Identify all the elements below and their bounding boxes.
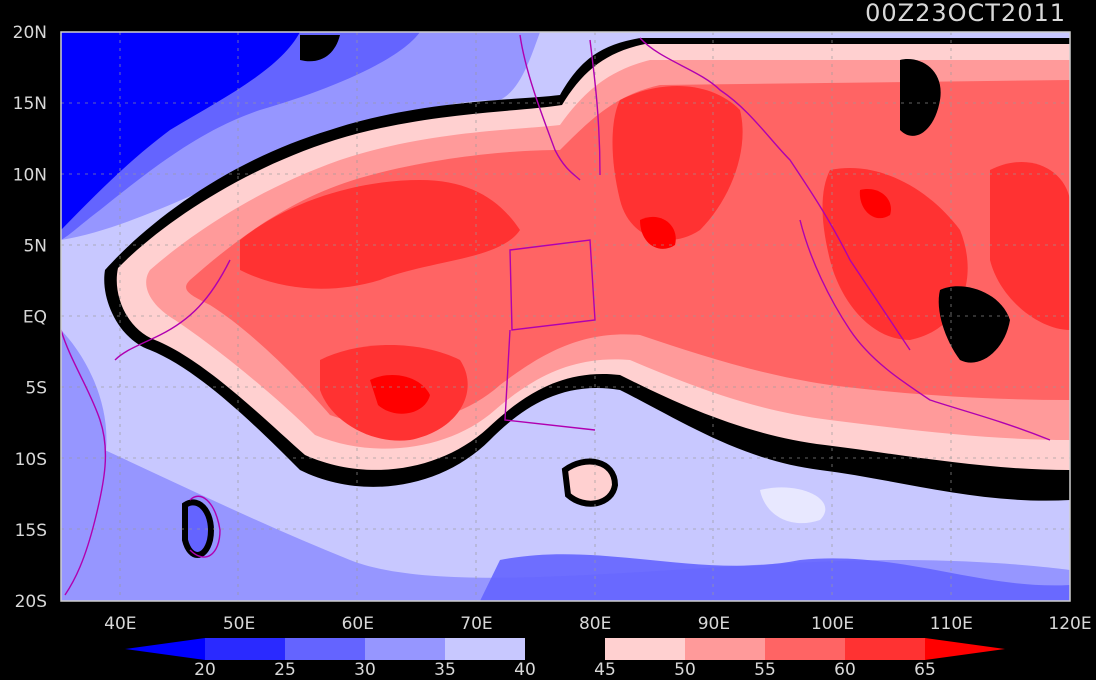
colorbar-label: 25	[274, 660, 296, 680]
red-max-spot-1	[370, 375, 430, 414]
lat-tick-label: 5N	[23, 236, 47, 256]
lat-tick-label: EQ	[23, 308, 47, 328]
chart-title: 00Z23OCT2011	[865, 0, 1066, 27]
red-max-spot-2	[640, 216, 676, 249]
colorbar-box	[605, 638, 686, 660]
red-core-east	[822, 168, 968, 340]
plot-frame	[60, 31, 1071, 602]
lon-tick-label: 60E	[342, 614, 374, 634]
colorbar-label: 40	[514, 660, 536, 680]
black-patch-north	[900, 59, 941, 136]
pink-island-south	[561, 458, 619, 507]
colorbar-box	[685, 638, 766, 660]
colorbar-label: 35	[434, 660, 456, 680]
lon-tick-label: 50E	[223, 614, 255, 634]
coastlines	[61, 34, 1051, 596]
lon-tick-label: 40E	[104, 614, 136, 634]
colorbar-box	[205, 638, 286, 660]
map-field	[61, 32, 1070, 601]
blue-band-25-south	[480, 554, 1070, 601]
colorbar-label: 55	[754, 660, 776, 680]
black-patch-northwest	[300, 35, 340, 62]
colorbar-box	[365, 638, 446, 660]
colorbar-label: 20	[194, 660, 216, 680]
lat-tick-label: 15N	[13, 94, 47, 114]
lon-tick-label: 110E	[930, 614, 973, 634]
red-core-arabian	[240, 180, 520, 289]
colorbar-box	[525, 638, 606, 660]
lat-tick-label: 10N	[13, 165, 47, 185]
lon-tick-label: 70E	[460, 614, 492, 634]
red-core-bay	[612, 86, 743, 240]
white-spot-southeast	[760, 487, 826, 524]
colorbar-label: 65	[914, 660, 936, 680]
colorbar-box	[845, 638, 926, 660]
colorbar-arrow-low	[125, 638, 205, 660]
lon-tick-label: 120E	[1048, 614, 1091, 634]
blue-band-20-northwest	[61, 32, 300, 230]
red-core-far-east	[990, 161, 1070, 330]
colorbar: 20 25 30 35 40 45 50 55 60 65	[125, 638, 1005, 680]
colorbar-label: 45	[594, 660, 616, 680]
colorbar-arrow-high	[925, 638, 1005, 660]
lat-tick-label: 15S	[15, 521, 47, 541]
red-max-spot-3	[859, 189, 891, 219]
blue-patch-south-west	[61, 330, 107, 600]
blue-band-30-south	[61, 430, 1070, 601]
colorbar-label: 30	[354, 660, 376, 680]
red-band-55	[186, 80, 1070, 425]
colorbar-label: 50	[674, 660, 696, 680]
lat-tick-label: 10S	[15, 450, 47, 470]
black-patch-east	[938, 286, 1010, 363]
lon-tick-label: 80E	[579, 614, 611, 634]
grid-lines	[61, 32, 1070, 601]
lat-tick-label: 20N	[13, 23, 47, 43]
lat-tick-label: 5S	[25, 379, 47, 399]
lon-tick-label: 100E	[811, 614, 854, 634]
colorbar-box	[285, 638, 366, 660]
lon-tick-label: 90E	[698, 614, 730, 634]
longitude-labels: 40E 50E 60E 70E 80E 90E 100E 110E 120E	[104, 614, 1091, 634]
latitude-labels: 20N 15N 10N 5N EQ 5S 10S 15S 20S	[13, 23, 47, 612]
lat-tick-label: 20S	[15, 592, 47, 612]
colorbar-box	[445, 638, 526, 660]
colorbar-box	[765, 638, 846, 660]
colorbar-label: 60	[834, 660, 856, 680]
